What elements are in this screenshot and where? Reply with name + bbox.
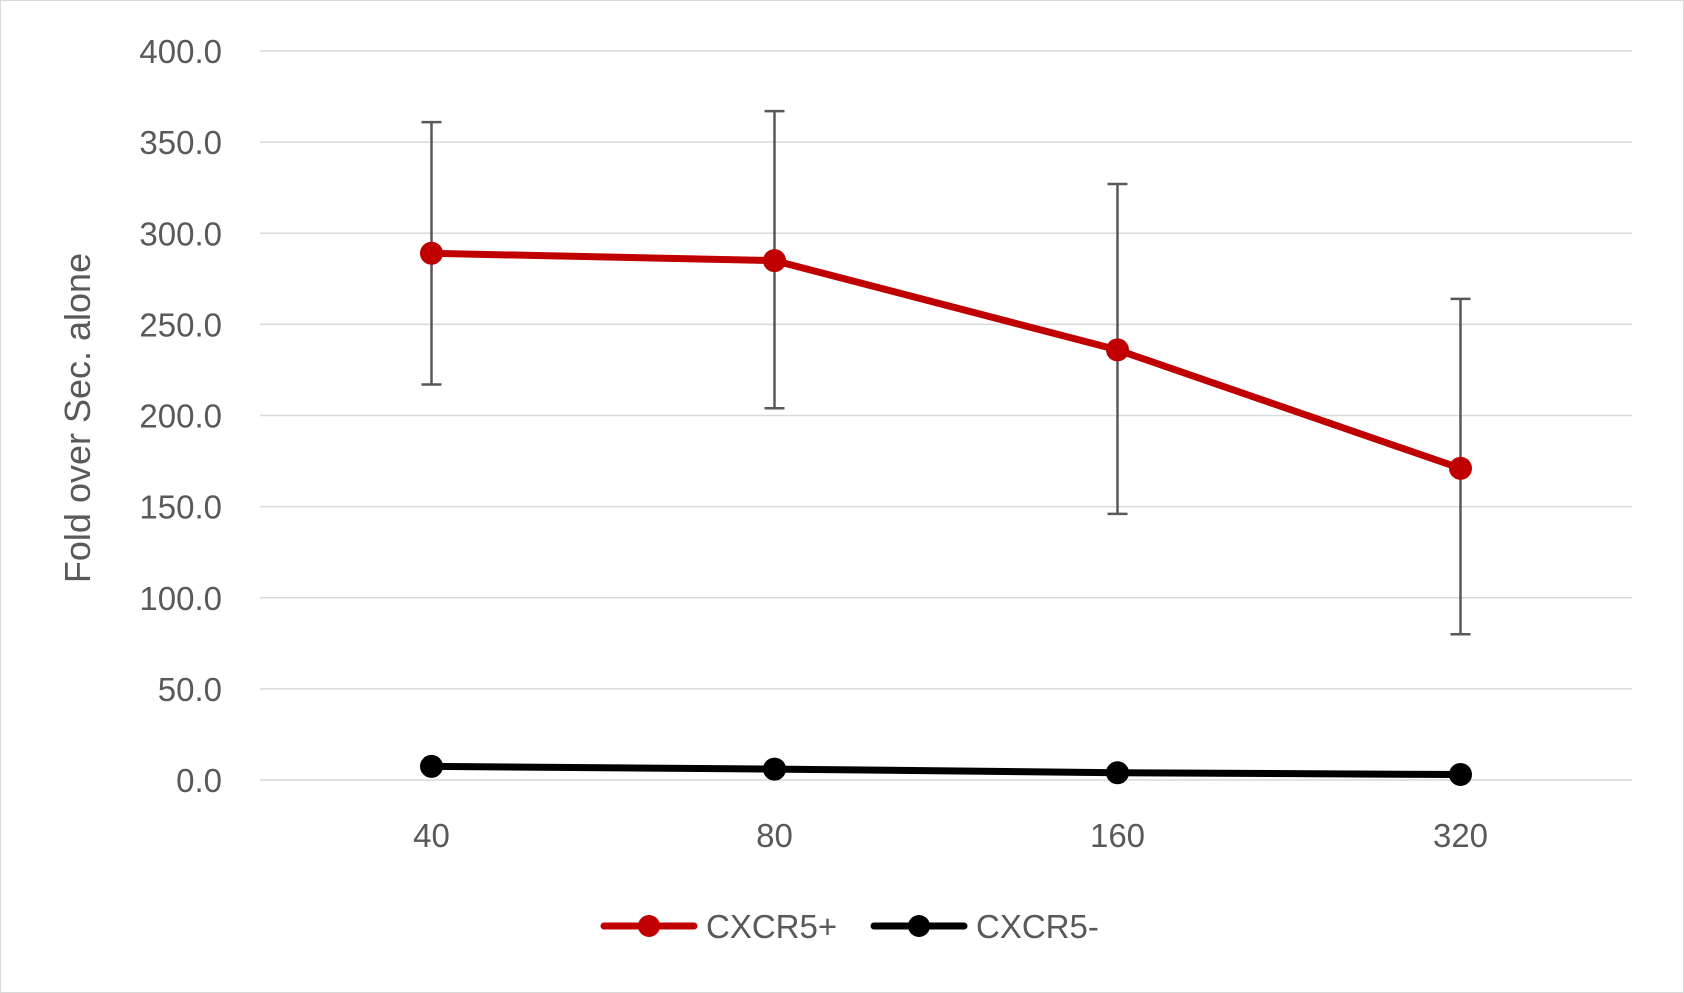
y-tick-label: 400.0 (139, 33, 222, 70)
y-tick-label: 50.0 (158, 671, 222, 708)
legend-label-CXCR5-: CXCR5- (976, 908, 1099, 945)
y-axis-ticks: 0.0 50.0 100.0 150.0 200.0 250.0 300.0 350.0 400… (139, 33, 222, 799)
error-bars (421, 109, 1471, 636)
legend: CXCR5+ CXCR5- (600, 908, 1099, 945)
series-points (420, 241, 1472, 787)
x-axis-ticks: 40 80 160 320 (413, 817, 1488, 854)
legend-label-CXCR5+: CXCR5+ (706, 908, 837, 945)
x-tick-label: 160 (1090, 817, 1145, 854)
data-point-CXCR5- (1449, 763, 1472, 787)
y-tick-label: 0.0 (176, 762, 222, 799)
y-axis-title: Fold over Sec. alone (57, 253, 98, 583)
x-tick-label: 80 (756, 817, 793, 854)
y-tick-label: 100.0 (139, 580, 222, 617)
legend-marker-CXCR5+ (638, 915, 660, 937)
x-tick-label: 320 (1433, 817, 1488, 854)
series-line-CXCR5+ (428, 249, 1464, 472)
legend-marker-CXCR5- (908, 915, 930, 937)
x-tick-label: 40 (413, 817, 450, 854)
data-point-CXCR5+ (420, 241, 443, 265)
data-point-CXCR5+ (763, 249, 786, 273)
data-point-CXCR5+ (1449, 456, 1472, 480)
y-tick-label: 150.0 (139, 489, 222, 526)
series-line-CXCR5- (428, 762, 1464, 779)
gridlines (260, 50, 1632, 781)
data-point-CXCR5- (763, 757, 786, 781)
series-lines (428, 249, 1464, 779)
y-tick-label: 300.0 (139, 215, 222, 252)
y-tick-label: 200.0 (139, 398, 222, 435)
y-tick-label: 250.0 (139, 306, 222, 343)
y-tick-label: 350.0 (139, 124, 222, 161)
data-point-CXCR5+ (1106, 338, 1129, 362)
data-point-CXCR5- (420, 754, 443, 778)
data-point-CXCR5- (1106, 761, 1129, 785)
